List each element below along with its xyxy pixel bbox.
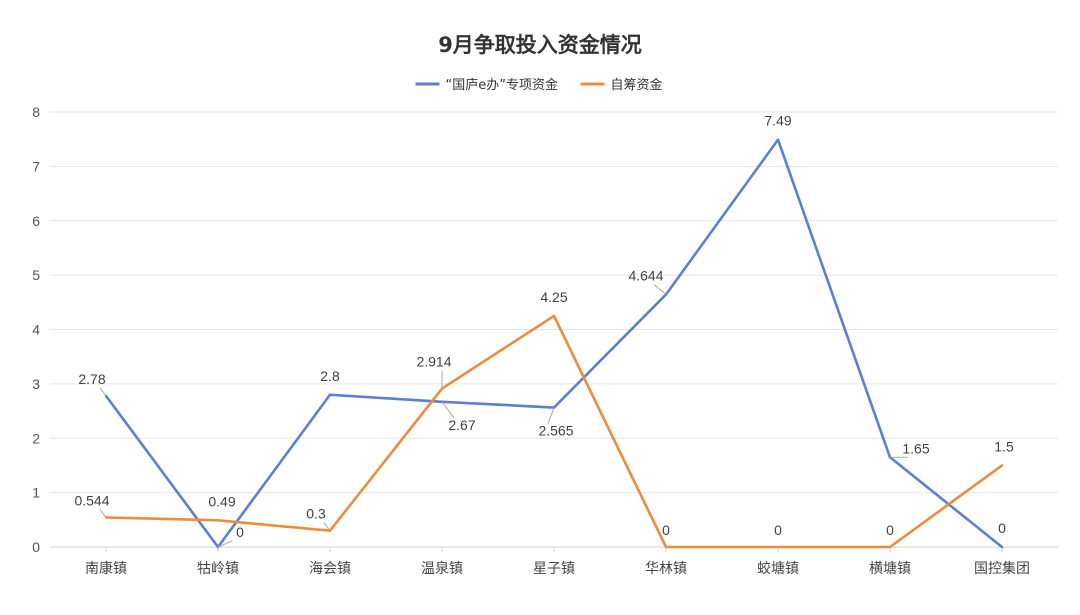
y-tick-label: 5 (32, 267, 40, 283)
data-label: 4.25 (540, 289, 567, 305)
data-label: 0 (998, 520, 1006, 536)
data-label: 2.914 (416, 354, 451, 370)
x-category-label: 国控集团 (974, 560, 1030, 577)
x-category-label: 星子镇 (533, 561, 575, 577)
data-label: 0.3 (306, 506, 326, 522)
gridlines (50, 111, 1058, 548)
data-label: 2.565 (538, 423, 573, 439)
legend-label: “国庐e办”专项资金 (446, 77, 558, 93)
chart-legend: “国庐e办”专项资金 自筹资金 (415, 77, 663, 93)
y-tick-label: 4 (32, 322, 40, 338)
legend-item: “国庐e办”专项资金 (415, 77, 558, 93)
series-lines (104, 138, 1004, 549)
data-label: 2.78 (78, 371, 105, 387)
y-tick-label: 6 (32, 213, 40, 229)
y-axis-tick-labels: 0 1 2 3 4 5 6 7 8 (32, 104, 40, 555)
y-tick-label: 7 (32, 158, 40, 174)
data-label: 1.65 (902, 440, 929, 456)
data-label-leader (323, 522, 331, 531)
x-category-label: 横塘镇 (869, 561, 911, 577)
x-category-label: 牯岭镇 (197, 561, 239, 577)
data-label-leader (441, 401, 455, 419)
data-label: 2.8 (320, 368, 340, 384)
y-tick-label: 3 (32, 376, 40, 392)
x-category-label: 华林镇 (645, 561, 687, 577)
data-label: 0 (886, 522, 894, 538)
data-label: 0 (236, 524, 244, 540)
x-category-label: 南康镇 (85, 560, 127, 577)
legend-item: 自筹资金 (580, 77, 663, 93)
y-tick-label: 2 (32, 430, 40, 446)
data-label: 1.5 (994, 438, 1014, 454)
data-label: 0.49 (208, 493, 235, 509)
series-line-1 (104, 138, 1004, 549)
y-tick-label: 0 (32, 539, 40, 555)
y-tick-label: 8 (32, 104, 40, 120)
data-label: 2.67 (448, 417, 475, 433)
data-label-leader (653, 284, 667, 295)
chart-title: 9月争取投入资金情况 (438, 33, 642, 57)
x-category-label: 温泉镇 (421, 560, 463, 577)
data-label-leader (547, 407, 555, 424)
legend-label: 自筹资金 (611, 77, 663, 93)
series-line-2 (104, 314, 1004, 549)
data-labels: 2.78 0 2.8 2.67 2.565 4.644 7.49 1.65 0 0.544 0.49… (74, 113, 1014, 548)
data-label-leader (99, 509, 107, 518)
x-category-label: 蛟塘镇 (757, 561, 799, 577)
data-label: 4.644 (628, 267, 663, 283)
y-tick-label: 1 (32, 485, 40, 501)
data-label: 0 (662, 522, 670, 538)
data-label: 7.49 (764, 113, 791, 129)
data-label: 0.544 (74, 492, 109, 508)
x-axis-category-labels: 南康镇 牯岭镇 海会镇 温泉镇 星子镇 华林镇 蛟塘镇 横塘镇 国控集团 (85, 547, 1030, 577)
data-label-leader (99, 387, 107, 397)
x-category-label: 海会镇 (309, 561, 351, 577)
data-label-leader (217, 540, 233, 548)
data-label: 0 (774, 522, 782, 538)
